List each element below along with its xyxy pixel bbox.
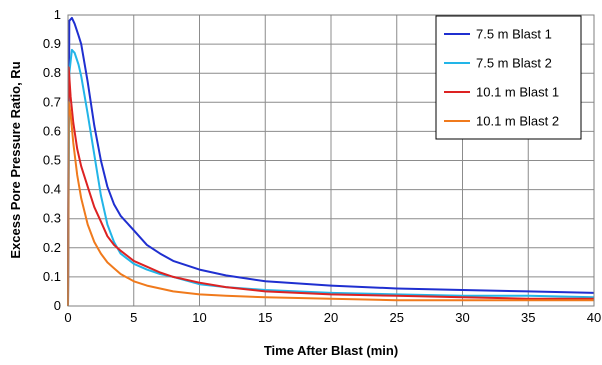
legend-box [435,15,582,140]
x-tick-label: 30 [455,310,469,325]
x-tick-label: 25 [390,310,404,325]
x-axis-title: Time After Blast (min) [264,343,398,358]
legend-label: 10.1 m Blast 1 [476,85,559,100]
legend: 7.5 m Blast 1 7.5 m Blast 2 10.1 m Blast 1… [435,15,582,140]
legend-label: 10.1 m Blast 2 [476,114,559,129]
x-tick-label: 10 [192,310,206,325]
series-layer [67,16,595,307]
y-tick-label: 0.4 [43,182,61,197]
y-tick-label: 0.6 [43,123,61,138]
y-tick-label: 0.2 [43,240,61,255]
series-line-4 [67,101,594,307]
y-tick-label: 0.7 [43,94,61,109]
x-tick-label: 40 [587,310,601,325]
y-axis-title: Excess Pore Pressure Ratio, Ru [8,61,23,258]
y-tick-labels: 0 0.1 0.2 0.3 0.4 0.5 0.6 0.7 0.8 0.9 1 [43,7,61,313]
series-line-1 [67,16,595,307]
x-tick-labels: 0 5 10 15 20 25 30 35 40 [64,310,601,325]
y-tick-label: 0.3 [43,211,61,226]
x-tick-label: 20 [324,310,338,325]
legend-label: 7.5 m Blast 2 [476,56,552,71]
y-tick-label: 1 [54,7,61,22]
x-tick-label: 5 [130,310,137,325]
plot-frame [67,14,595,307]
y-tick-label: 0.9 [43,36,61,51]
series-line-2 [67,48,595,307]
x-tick-label: 15 [258,310,272,325]
y-tick-label: 0.1 [43,269,61,284]
series-line-3 [67,66,594,307]
y-tick-label: 0.5 [43,153,61,168]
y-tick-label: 0.8 [43,65,61,80]
x-tick-label: 0 [64,310,71,325]
y-tick-label: 0 [54,298,61,313]
x-tick-label: 35 [521,310,535,325]
legend-label: 7.5 m Blast 1 [476,27,552,42]
